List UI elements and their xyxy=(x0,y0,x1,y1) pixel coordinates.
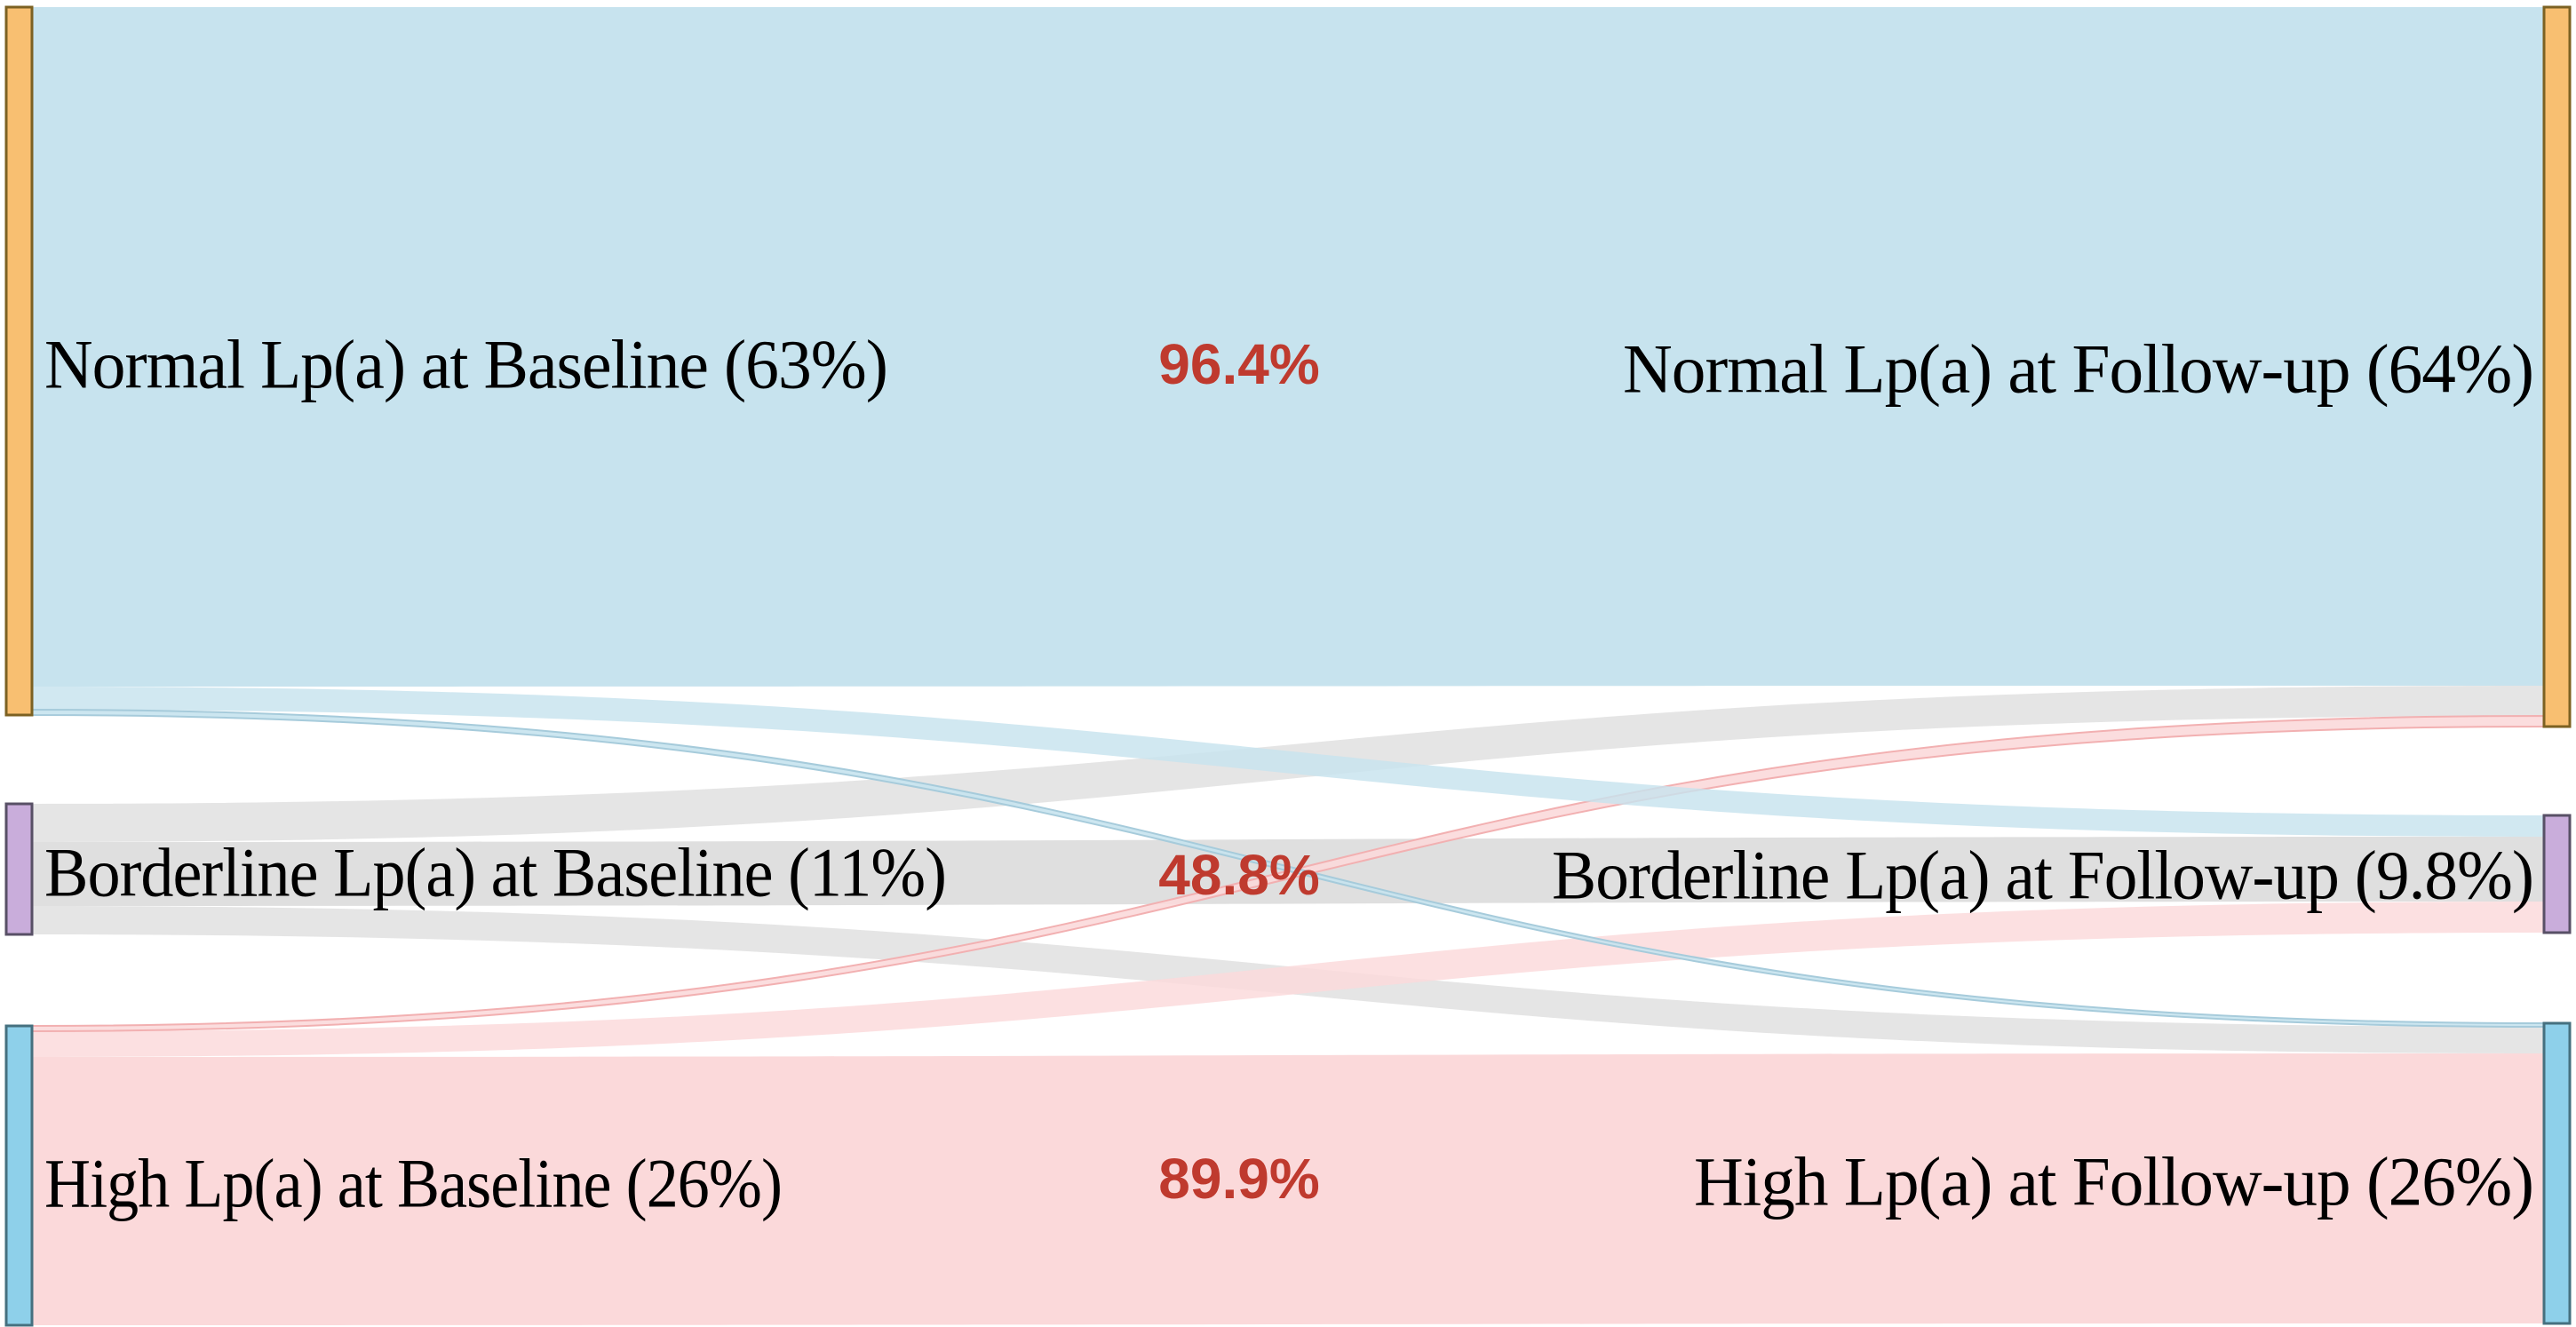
node-normal-baseline xyxy=(4,5,34,717)
rate-normal-stay: 96.4% xyxy=(1158,332,1319,396)
node-high-baseline xyxy=(4,1024,34,1327)
node-borderline-baseline xyxy=(4,802,34,936)
node-high-followup xyxy=(2542,1021,2572,1325)
label-high-baseline: High Lp(a) at Baseline (26%) xyxy=(44,1145,782,1222)
rate-high-stay: 89.9% xyxy=(1158,1147,1319,1211)
label-high-followup: High Lp(a) at Follow-up (26%) xyxy=(1694,1143,2533,1220)
label-normal-baseline: Normal Lp(a) at Baseline (63%) xyxy=(44,326,887,403)
label-borderline-followup: Borderline Lp(a) at Follow-up (9.8%) xyxy=(1552,837,2533,914)
flow-high-to-borderline xyxy=(32,902,2544,1057)
rate-borderline-stay: 48.8% xyxy=(1158,843,1319,907)
node-borderline-followup xyxy=(2542,814,2572,934)
flow-normal-to-borderline xyxy=(32,687,2544,837)
label-borderline-baseline: Borderline Lp(a) at Baseline (11%) xyxy=(44,834,946,911)
label-normal-followup: Normal Lp(a) at Follow-up (64%) xyxy=(1623,330,2533,408)
node-normal-followup xyxy=(2542,5,2572,728)
flow-high-to-high xyxy=(32,1053,2544,1325)
flow-normal-to-normal xyxy=(32,7,2544,687)
